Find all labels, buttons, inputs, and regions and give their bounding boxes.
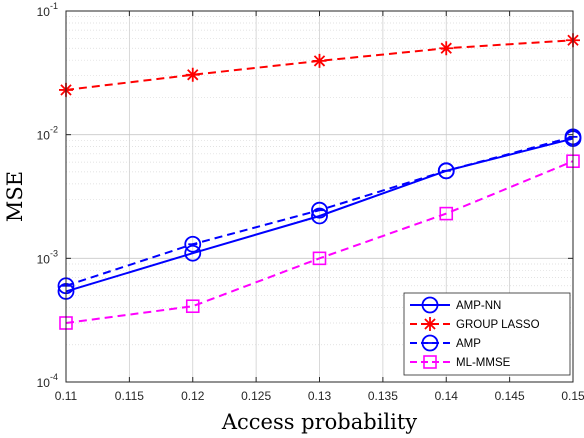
legend: AMP-NN GROUP LASSO AMP ML-MMSE: [403, 292, 571, 376]
data-point: [439, 41, 454, 56]
data-point: [312, 251, 327, 266]
legend-marker: [421, 296, 439, 314]
y-tick-label: 10-1: [37, 1, 58, 19]
x-tick-label: 0.14: [435, 389, 459, 403]
y-tick-label: 10-4: [37, 372, 58, 390]
data-point: [437, 162, 455, 180]
data-point: [312, 53, 327, 68]
legend-item: AMP-NN: [410, 296, 501, 314]
y-tick-label: 10-3: [37, 248, 58, 266]
legend-label: AMP: [456, 338, 481, 350]
legend-marker: [423, 317, 437, 331]
x-tick-label: 0.125: [241, 389, 271, 403]
data-point: [311, 201, 328, 219]
y-tick-label: 10-2: [37, 125, 58, 143]
data-point: [185, 299, 200, 314]
series-line: [65, 160, 574, 324]
ticks-layer: 0.11 0.115 0.12 0.125 0.13 0.135 0.14 0.145 0.15…: [37, 1, 584, 403]
legend-item: AMP: [410, 334, 481, 352]
x-tick-label: 0.11: [55, 389, 78, 403]
legend-marker: [423, 355, 437, 369]
data-point: [184, 235, 202, 253]
data-point: [185, 67, 200, 82]
data-point: [439, 206, 454, 221]
series-line: [65, 137, 574, 293]
y-axis-label: MSE: [3, 171, 27, 222]
x-tick-label: 0.115: [115, 389, 144, 403]
x-tick-label: 0.12: [181, 389, 205, 403]
data-point: [184, 244, 202, 262]
series-line: [65, 39, 574, 91]
legend-marker: [421, 334, 439, 352]
minor-grid: [66, 16, 573, 346]
x-axis-label: Access probability: [221, 410, 417, 434]
x-tick-label: 0.13: [308, 389, 332, 403]
x-tick-label: 0.135: [368, 389, 398, 403]
x-tick-label: 0.15: [561, 389, 584, 403]
data-point: [311, 207, 328, 225]
legend-item: GROUP LASSO: [410, 317, 540, 331]
legend-box: [403, 292, 571, 376]
legend-label: AMP-NN: [456, 300, 501, 312]
legend-label: GROUP LASSO: [456, 319, 540, 331]
legend-item: ML-MMSE: [410, 355, 511, 369]
legend-label: ML-MMSE: [456, 357, 511, 369]
x-tick-label: 0.145: [495, 389, 525, 403]
